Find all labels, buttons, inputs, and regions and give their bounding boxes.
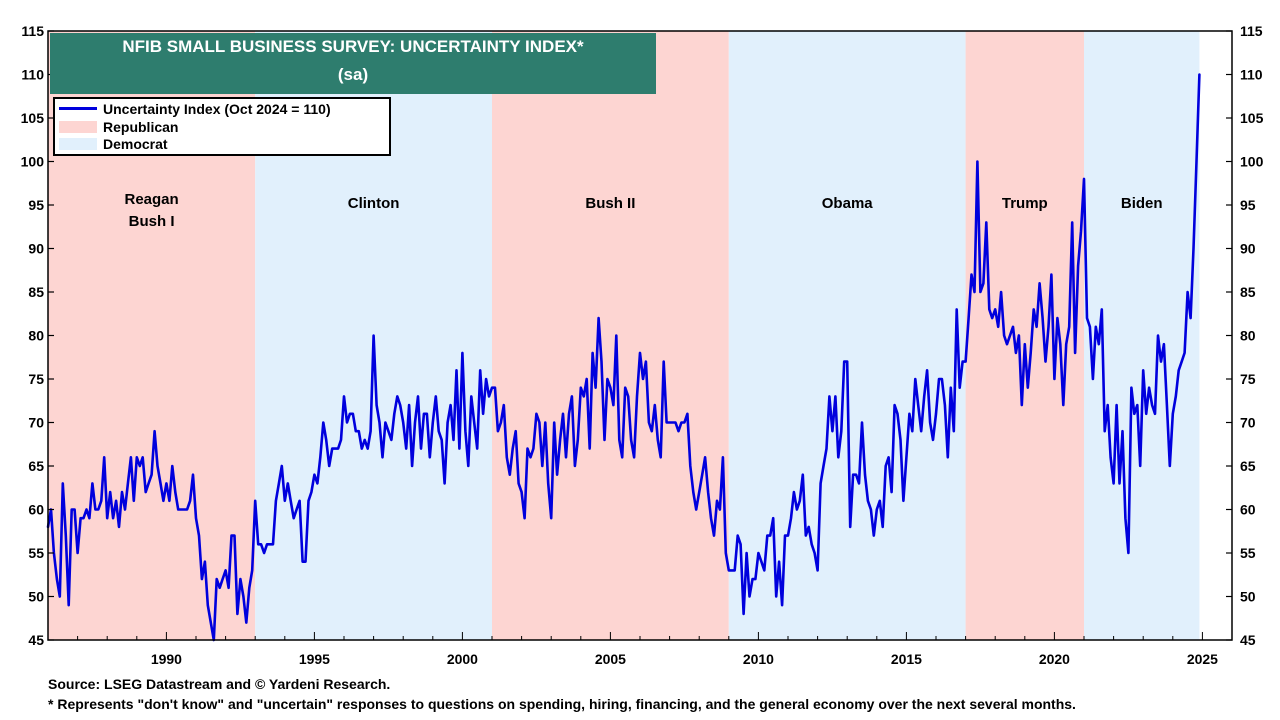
y-tick-label-right: 105 bbox=[1240, 110, 1264, 126]
era-labels: Reagan Bush I Clinton Bush II Obama Trump Bide… bbox=[125, 191, 1163, 230]
y-tick-label-left: 45 bbox=[28, 632, 44, 648]
y-tick-label-left: 110 bbox=[21, 67, 44, 83]
x-tick-label: 1990 bbox=[151, 651, 182, 667]
y-tick-label-right: 65 bbox=[1240, 458, 1256, 474]
y-tick-label-left: 90 bbox=[28, 241, 44, 257]
x-tick-label: 2015 bbox=[891, 651, 922, 667]
y-tick-label-right: 115 bbox=[1240, 23, 1263, 39]
chart-title-box: NFIB SMALL BUSINESS SURVEY: UNCERTAINTY … bbox=[50, 33, 656, 94]
x-tick-label: 2005 bbox=[595, 651, 626, 667]
era-band-republican bbox=[965, 31, 1084, 640]
y-tick-label-left: 65 bbox=[28, 458, 44, 474]
y-tick-label-left: 75 bbox=[28, 371, 44, 387]
era-label: Bush I bbox=[129, 213, 175, 230]
y-tick-label-right: 110 bbox=[1240, 67, 1263, 83]
y-tick-label-left: 115 bbox=[21, 23, 44, 39]
era-label: Trump bbox=[1002, 195, 1048, 212]
legend-swatch-republican bbox=[59, 120, 97, 133]
legend-label-democrat: Democrat bbox=[103, 135, 168, 152]
y-tick-label-right: 95 bbox=[1240, 197, 1256, 213]
era-label: Reagan bbox=[125, 191, 179, 208]
era-label: Bush II bbox=[585, 195, 635, 212]
chart-subtitle: (sa) bbox=[337, 65, 369, 84]
y-tick-label-left: 55 bbox=[28, 545, 44, 561]
source-note: Source: LSEG Datastream and © Yardeni Re… bbox=[48, 676, 391, 692]
legend-entry-republican: Republican bbox=[59, 118, 178, 135]
era-label: Obama bbox=[822, 195, 874, 212]
y-tick-label-left: 50 bbox=[28, 589, 44, 605]
y-tick-label-right: 80 bbox=[1240, 328, 1256, 344]
era-label: Biden bbox=[1121, 195, 1163, 212]
y-tick-label-left: 85 bbox=[28, 284, 44, 300]
y-tick-label-right: 90 bbox=[1240, 241, 1256, 257]
legend-entry-index: Uncertainty Index (Oct 2024 = 110) bbox=[59, 100, 331, 117]
legend-entry-democrat: Democrat bbox=[59, 135, 168, 152]
y-tick-label-left: 70 bbox=[28, 415, 44, 431]
y-tick-label-right: 85 bbox=[1240, 284, 1256, 300]
y-tick-label-right: 50 bbox=[1240, 589, 1256, 605]
y-tick-label-right: 55 bbox=[1240, 545, 1256, 561]
legend: Uncertainty Index (Oct 2024 = 110) Repub… bbox=[53, 97, 391, 156]
legend-swatch-democrat bbox=[59, 137, 97, 150]
series-line-uncertainty-index bbox=[46, 73, 1201, 642]
y-tick-label-right: 100 bbox=[1240, 154, 1264, 170]
y-tick-label-left: 100 bbox=[21, 154, 45, 170]
footnote: * Represents "don't know" and "uncertain… bbox=[48, 696, 1076, 712]
y-tick-label-left: 105 bbox=[21, 110, 45, 126]
legend-line-swatch bbox=[59, 107, 97, 110]
y-tick-label-left: 95 bbox=[28, 197, 44, 213]
series-layer bbox=[46, 73, 1201, 642]
era-label: Clinton bbox=[348, 195, 400, 212]
legend-label-republican: Republican bbox=[103, 118, 179, 135]
y-tick-label-right: 45 bbox=[1240, 632, 1256, 648]
y-tick-label-right: 75 bbox=[1240, 371, 1256, 387]
y-tick-label-right: 60 bbox=[1240, 502, 1256, 518]
x-tick-label: 2000 bbox=[447, 651, 478, 667]
axes: 45 45 50 50 55 55 60 60 65 65 70 70 75 75 80 80 85 85 90 90… bbox=[21, 23, 1264, 667]
y-tick-label-right: 70 bbox=[1240, 415, 1256, 431]
x-tick-label: 2020 bbox=[1039, 651, 1070, 667]
era-band-democrat bbox=[728, 31, 966, 640]
chart-title: NFIB SMALL BUSINESS SURVEY: UNCERTAINTY … bbox=[122, 37, 584, 56]
era-band-republican bbox=[492, 31, 729, 640]
x-tick-label: 2025 bbox=[1187, 651, 1218, 667]
legend-label-index: Uncertainty Index (Oct 2024 = 110) bbox=[103, 100, 331, 117]
x-tick-label: 2010 bbox=[743, 651, 774, 667]
y-tick-label-left: 60 bbox=[28, 502, 44, 518]
y-tick-label-left: 80 bbox=[28, 328, 44, 344]
x-tick-label: 1995 bbox=[299, 651, 330, 667]
